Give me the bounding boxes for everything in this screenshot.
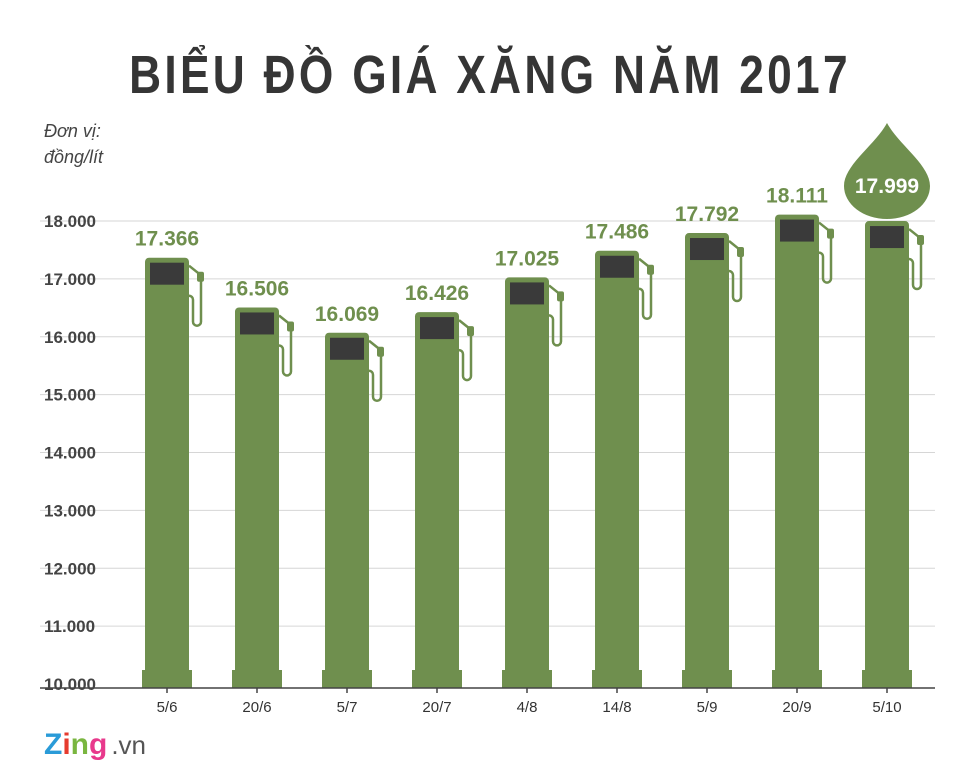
x-tick-label: 20/6 [242,699,271,716]
y-tick-label: 13.000 [44,501,96,520]
pump-hose [638,257,653,320]
bar [595,250,639,687]
bar [685,233,729,686]
pump-screen [510,282,544,305]
bar [865,221,909,687]
bar [325,332,369,686]
pump-screen [240,312,274,335]
value-label: 17.025 [495,247,560,270]
x-tick-label: 5/9 [697,699,718,716]
drop-icon [844,123,930,219]
value-label: 18.111 [766,185,828,208]
y-tick-label: 16.000 [44,328,96,347]
y-tick-label: 14.000 [44,444,96,463]
pump-nozzle [467,326,474,337]
pump-screen [870,226,904,249]
pump-nozzle [647,264,654,275]
pump-nozzle [197,271,204,282]
y-tick-label: 17.000 [44,270,96,289]
pump-nozzle [377,346,384,357]
pump-screen [330,337,364,360]
y-tick-label: 10.000 [44,675,96,694]
y-tick-label: 12.000 [44,559,96,578]
pump-screen [420,317,454,340]
chart-title: BIỂU ĐỒ GIÁ XĂNG NĂM 2017 [129,45,851,105]
pump-hose [548,284,563,347]
x-tick-label: 20/9 [782,699,811,716]
pump-screen [600,255,634,278]
zing-logo: Zing .vn [44,728,147,761]
pump-hose [368,339,383,402]
pump-nozzle [827,228,834,239]
x-tick-label: 14/8 [602,699,631,716]
value-label: 17.999 [855,175,919,198]
bar [415,312,459,686]
value-label: 17.366 [135,228,199,251]
value-label: 16.069 [315,303,379,326]
x-tick-label: 5/10 [872,699,901,716]
value-label: 17.792 [675,203,739,226]
pump-nozzle [287,321,294,332]
pump-nozzle [737,247,744,258]
x-tick-label: 5/7 [337,699,358,716]
unit-line-2: đồng/lít [44,147,104,167]
x-tick-label: 4/8 [517,699,538,716]
pump-screen [690,238,724,261]
bar [505,277,549,686]
x-tick-label: 5/6 [157,699,178,716]
pump-nozzle [557,291,564,302]
pump-hose [728,240,743,303]
pump-hose [818,221,833,284]
pump-hose [188,264,203,327]
pump-screen [150,262,184,285]
bar [145,257,189,686]
pump-hose [908,228,923,291]
bar [775,214,819,687]
value-label: 17.486 [585,221,649,244]
value-label: 16.506 [225,277,289,300]
unit-line-1: Đơn vị: [44,121,101,141]
x-tick-label: 20/7 [422,699,451,716]
y-tick-label: 15.000 [44,386,96,405]
pump-screen [780,219,814,242]
y-tick-label: 18.000 [44,212,96,231]
unit-label: Đơn vị: đồng/lít [44,118,103,170]
pump-nozzle [917,235,924,246]
pump-hose [458,319,473,382]
value-label: 16.426 [405,282,469,305]
y-tick-label: 11.000 [44,617,95,636]
pump-hose [278,314,293,377]
bar [235,307,279,686]
